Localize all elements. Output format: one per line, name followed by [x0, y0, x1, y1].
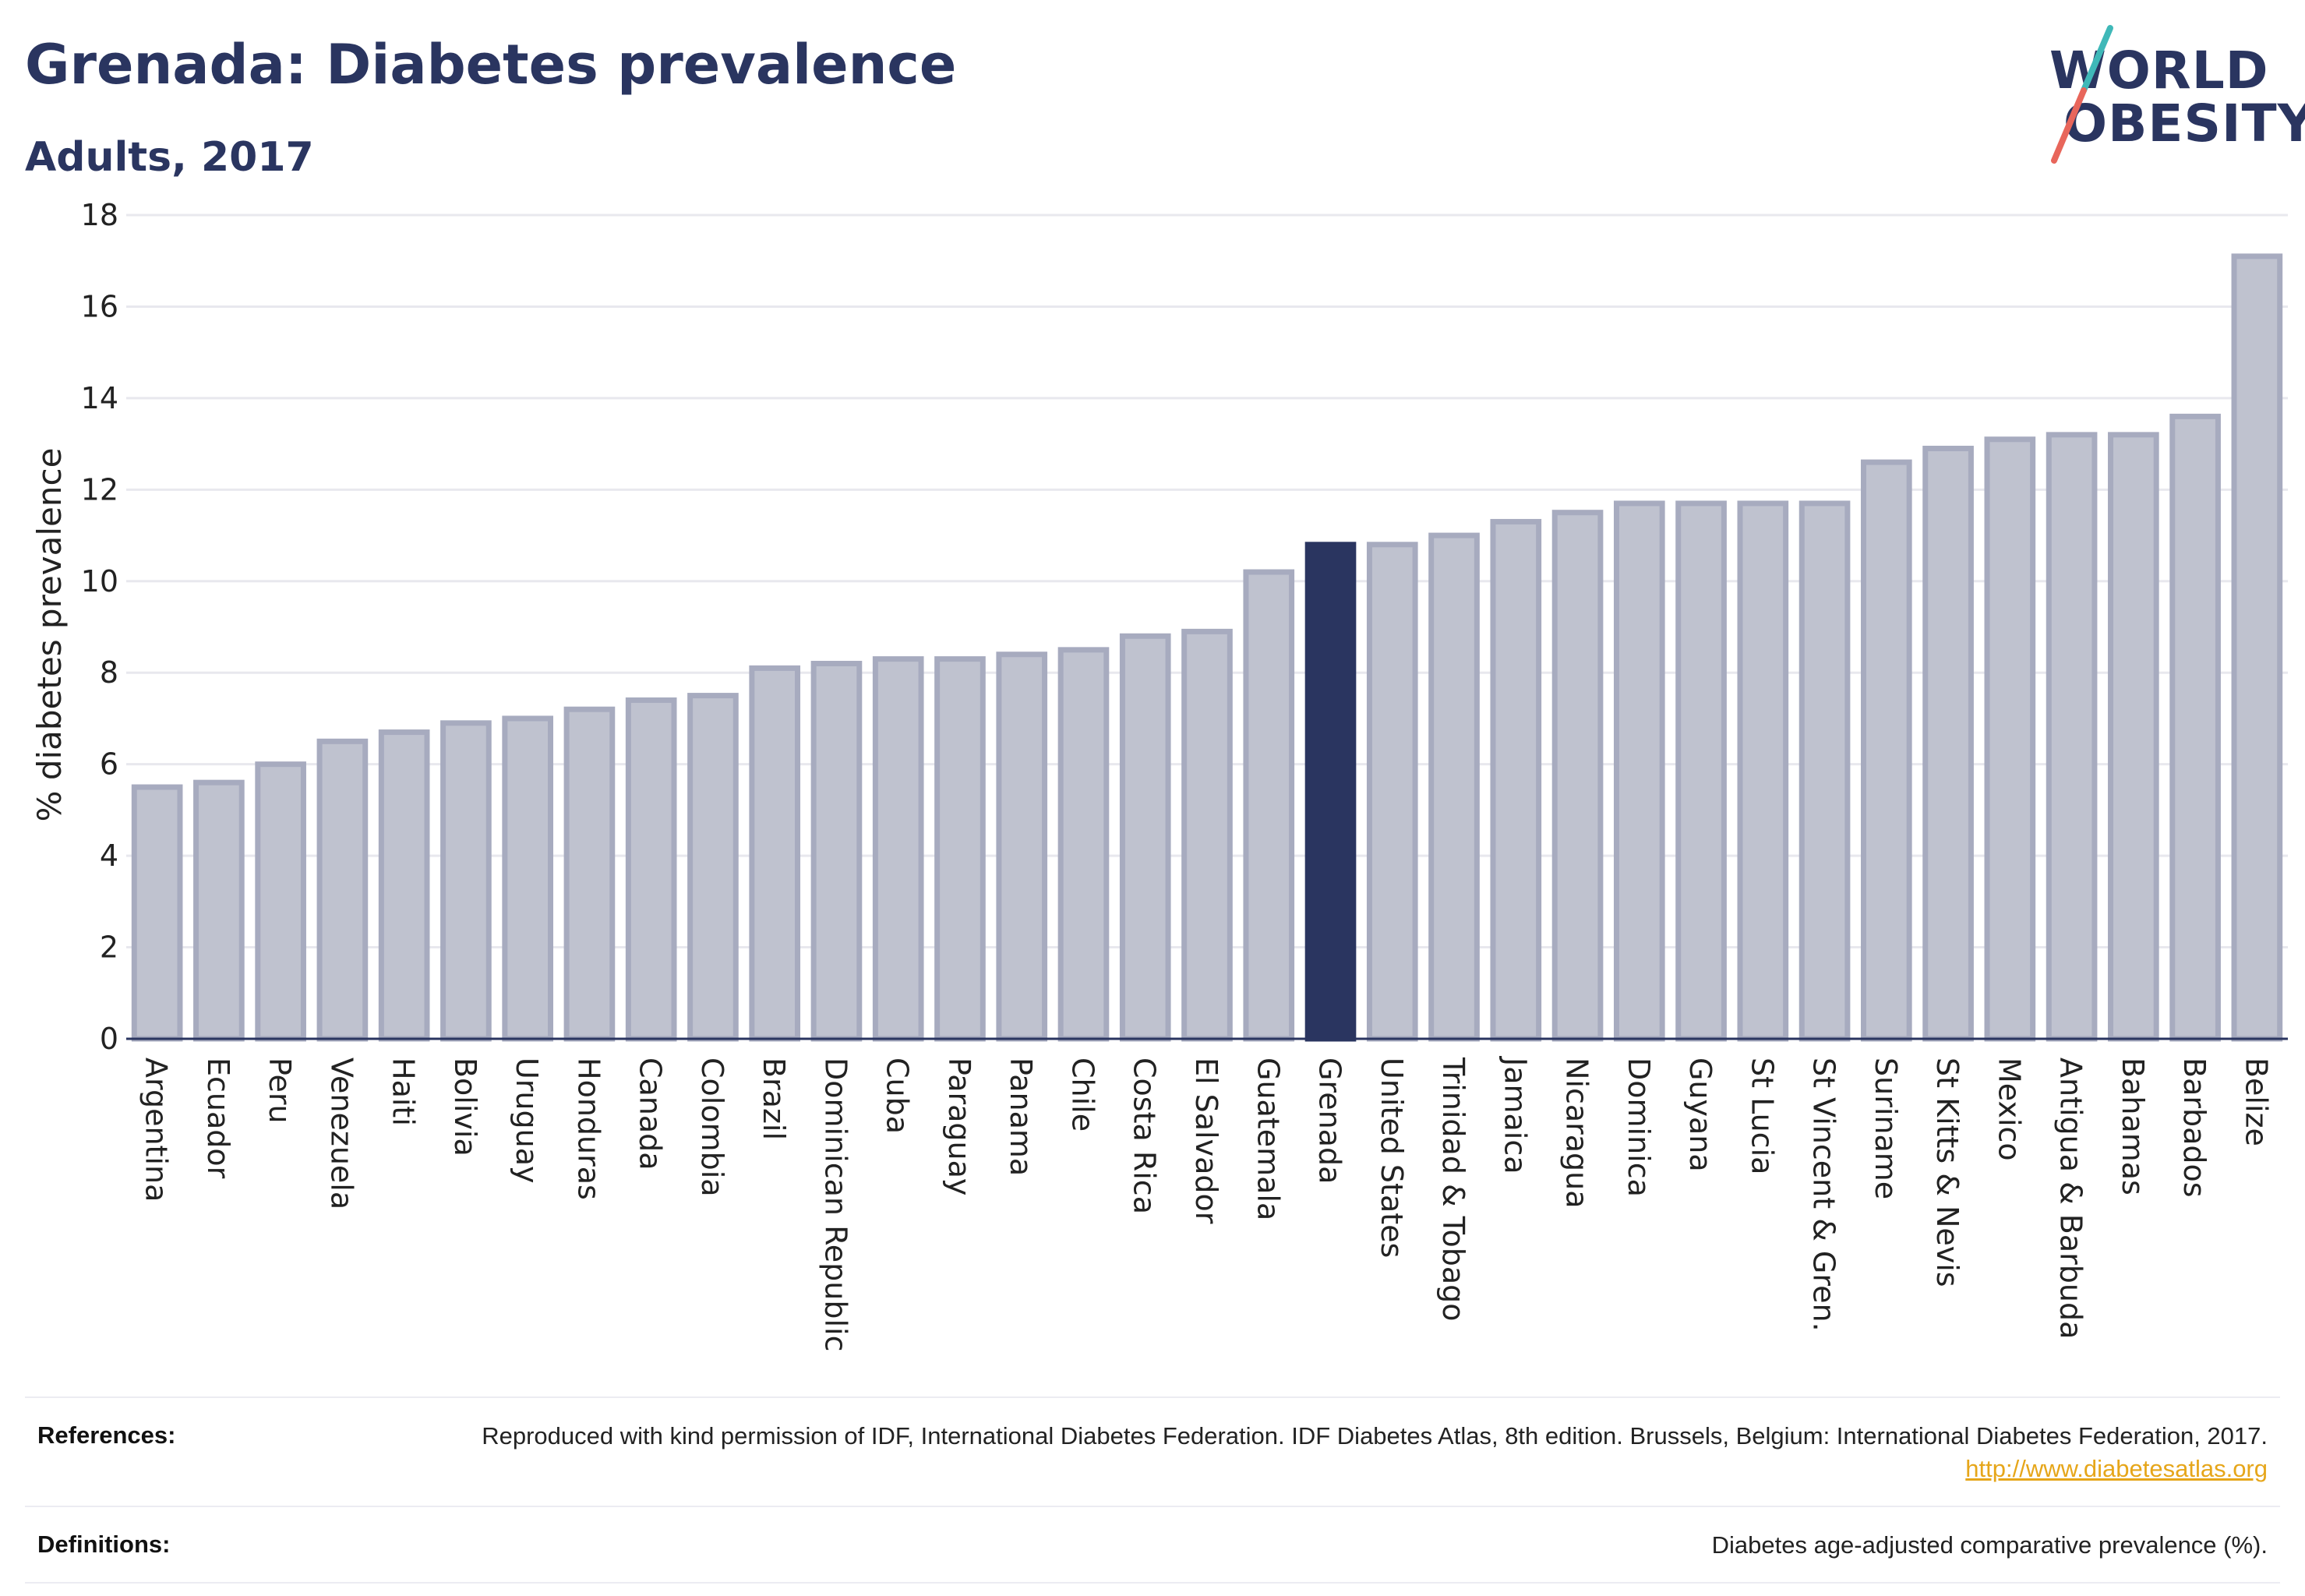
x-tick-label: Belize: [2239, 1058, 2273, 1146]
bar: [749, 665, 801, 1042]
x-tick-label: Panama: [1004, 1058, 1038, 1176]
y-axis-ticks: 0 2 4 6 8 10 12 14 16 18: [81, 198, 118, 1056]
bar: [810, 660, 863, 1042]
bars: [131, 253, 2283, 1042]
bar: [872, 656, 924, 1042]
bar-chart: 0 2 4 6 8 10 12 14 16 18 Argentina Ecuador Peru Vene…: [30, 198, 2288, 1351]
x-tick-label: Bahamas: [2116, 1058, 2150, 1195]
bar: [2108, 432, 2159, 1042]
bar: [193, 779, 245, 1042]
references-table: References: Reproduced with kind permiss…: [25, 1396, 2280, 1584]
x-tick-label: Nicaragua: [1560, 1058, 1594, 1209]
x-tick-label: Uruguay: [510, 1058, 544, 1184]
x-tick-label: El Salvador: [1189, 1058, 1223, 1224]
bar: [1490, 518, 1542, 1042]
bar: [563, 706, 616, 1042]
bar: [1984, 436, 2036, 1042]
chart-subtitle: Adults, 2017: [25, 134, 314, 181]
bar: [1798, 500, 1851, 1042]
x-tick-label: Guatemala: [1251, 1058, 1285, 1220]
x-tick-label: Paraguay: [942, 1058, 976, 1195]
y-tick-label: 2: [100, 930, 118, 965]
y-tick-label: 14: [81, 381, 118, 415]
x-axis-labels: Argentina Ecuador Peru Venezuela Haiti Bolivi…: [139, 1056, 2274, 1351]
x-tick-label: Colombia: [695, 1058, 729, 1197]
bar: [316, 738, 369, 1042]
bar: [1181, 628, 1233, 1042]
bar: [1119, 633, 1171, 1042]
y-tick-label: 6: [100, 747, 118, 782]
x-tick-label: Costa Rica: [1128, 1058, 1162, 1214]
y-axis-label: % diabetes prevalence: [30, 448, 69, 822]
bar: [1551, 510, 1604, 1042]
y-tick-label: 12: [81, 472, 118, 507]
definitions-text: Diabetes age-adjusted comparative preval…: [362, 1506, 2280, 1584]
bar: [1057, 647, 1110, 1042]
bar: [1737, 500, 1789, 1042]
x-tick-label: Trinidad & Tobago: [1436, 1057, 1470, 1322]
bar: [996, 651, 1048, 1042]
references-text-cell: Reproduced with kind permission of IDF, …: [362, 1396, 2280, 1507]
bar: [255, 761, 306, 1042]
x-tick-label: Barbados: [2177, 1058, 2211, 1198]
x-tick-label: Dominica: [1622, 1058, 1656, 1197]
references-text: Reproduced with kind permission of IDF, …: [482, 1422, 2268, 1449]
x-tick-label: Honduras: [571, 1058, 605, 1200]
bar: [131, 784, 183, 1042]
x-tick-label: Mexico: [1992, 1058, 2026, 1161]
bar: [378, 729, 430, 1042]
y-tick-label: 4: [100, 839, 118, 873]
bar: [1243, 569, 1295, 1042]
bar: [2046, 432, 2098, 1042]
bar: [934, 656, 986, 1042]
y-tick-label: 16: [81, 289, 118, 323]
bar: [687, 693, 739, 1042]
references-row: References: Reproduced with kind permiss…: [25, 1396, 2280, 1507]
x-tick-label: Cuba: [881, 1058, 915, 1134]
references-label: References:: [25, 1396, 362, 1507]
x-tick-label: Suriname: [1869, 1058, 1903, 1199]
x-tick-label: Antigua & Barbuda: [2054, 1058, 2088, 1339]
x-tick-label: United States: [1375, 1058, 1409, 1258]
references-link[interactable]: http://www.diabetesatlas.org: [1965, 1455, 2268, 1482]
y-tick-label: 0: [100, 1022, 118, 1056]
x-tick-label: Peru: [263, 1058, 297, 1124]
x-tick-label: Brazil: [757, 1058, 791, 1140]
bar: [1922, 445, 1974, 1042]
bar: [1428, 532, 1480, 1042]
x-tick-label: Bolivia: [448, 1058, 482, 1156]
chart-title: Grenada: Diabetes prevalence: [25, 33, 957, 97]
bar: [2169, 413, 2221, 1042]
x-tick-label: Venezuela: [324, 1058, 358, 1209]
y-tick-label: 18: [81, 198, 118, 232]
bar: [2231, 253, 2283, 1042]
bar: [1613, 500, 1665, 1042]
logo-slash-icon: [2051, 25, 2113, 164]
bar: [440, 720, 492, 1042]
y-tick-label: 10: [81, 564, 118, 598]
bar: [1861, 459, 1912, 1042]
x-tick-label: Grenada: [1313, 1058, 1347, 1184]
x-tick-label: Ecuador: [201, 1058, 235, 1179]
bar: [625, 697, 677, 1042]
x-tick-label: Jamaica: [1498, 1056, 1532, 1174]
world-obesity-logo: WORLD OBESITY: [2026, 22, 2305, 170]
x-tick-label: Dominican Republic: [818, 1058, 852, 1351]
definitions-row: Definitions: Diabetes age-adjusted compa…: [25, 1506, 2280, 1584]
x-tick-label: St Lucia: [1745, 1058, 1779, 1174]
x-tick-label: St Kitts & Nevis: [1930, 1058, 1964, 1287]
bar: [502, 715, 553, 1042]
definitions-label: Definitions:: [25, 1506, 362, 1584]
y-tick-label: 8: [100, 655, 118, 690]
x-tick-label: Argentina: [139, 1058, 174, 1202]
x-tick-label: Chile: [1065, 1058, 1100, 1132]
bar: [1366, 542, 1418, 1042]
x-tick-label: St Vincent & Gren.: [1807, 1058, 1841, 1332]
bar: [1675, 500, 1727, 1042]
x-tick-label: Guyana: [1683, 1058, 1717, 1172]
x-tick-label: Haiti: [387, 1058, 421, 1126]
bar-highlight: [1304, 542, 1357, 1042]
logo-text-obesity: OBESITY: [2063, 94, 2305, 154]
x-tick-label: Canada: [634, 1058, 668, 1171]
